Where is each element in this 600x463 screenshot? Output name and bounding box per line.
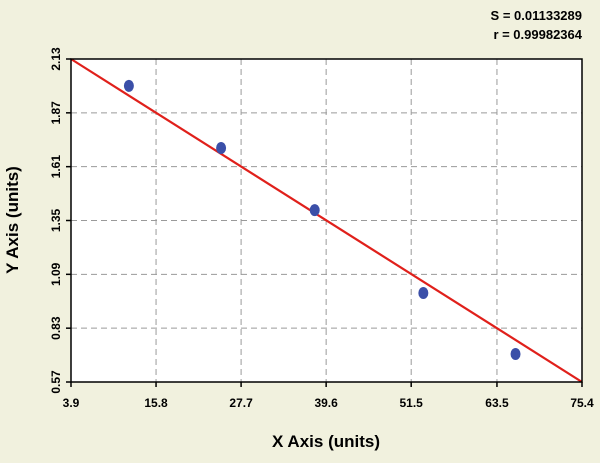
fit-statistics: S = 0.01133289 r = 0.99982364 xyxy=(491,8,583,42)
data-point xyxy=(216,142,227,155)
stat-r: r = 0.99982364 xyxy=(493,27,582,42)
data-point xyxy=(418,286,429,299)
y-tick-label: 1.87 xyxy=(49,101,63,125)
x-tick-label: 3.9 xyxy=(63,396,80,410)
x-tick-labels: 3.9 15.8 27.7 39.6 51.5 63.5 75.4 xyxy=(63,396,594,410)
y-tick-labels: 0.57 0.83 1.09 1.35 1.61 1.87 2.13 xyxy=(49,47,63,394)
y-tick-label: 1.09 xyxy=(49,262,63,286)
y-tick-label: 0.57 xyxy=(49,370,63,394)
x-tick-label: 51.5 xyxy=(400,396,424,410)
x-tick-label: 75.4 xyxy=(570,396,594,410)
data-point xyxy=(309,204,320,217)
x-tick-label: 39.6 xyxy=(314,396,338,410)
data-points xyxy=(123,79,521,361)
y-axis-title: Y Axis (units) xyxy=(3,166,22,274)
x-tick-label: 63.5 xyxy=(485,396,509,410)
plot-border xyxy=(70,58,583,383)
fit-line-group xyxy=(70,58,583,383)
stat-s: S = 0.01133289 xyxy=(491,8,582,23)
data-point xyxy=(123,79,134,92)
y-tick-label: 0.83 xyxy=(49,316,63,340)
tick-marks xyxy=(66,58,583,387)
y-tick-label: 1.35 xyxy=(49,208,63,232)
y-tick-label: 1.61 xyxy=(49,155,63,179)
x-tick-label: 15.8 xyxy=(144,396,168,410)
data-point xyxy=(510,348,521,361)
fit-line xyxy=(70,58,583,383)
x-tick-label: 27.7 xyxy=(229,396,253,410)
y-tick-label: 2.13 xyxy=(49,47,63,71)
x-axis-title: X Axis (units) xyxy=(272,432,380,451)
